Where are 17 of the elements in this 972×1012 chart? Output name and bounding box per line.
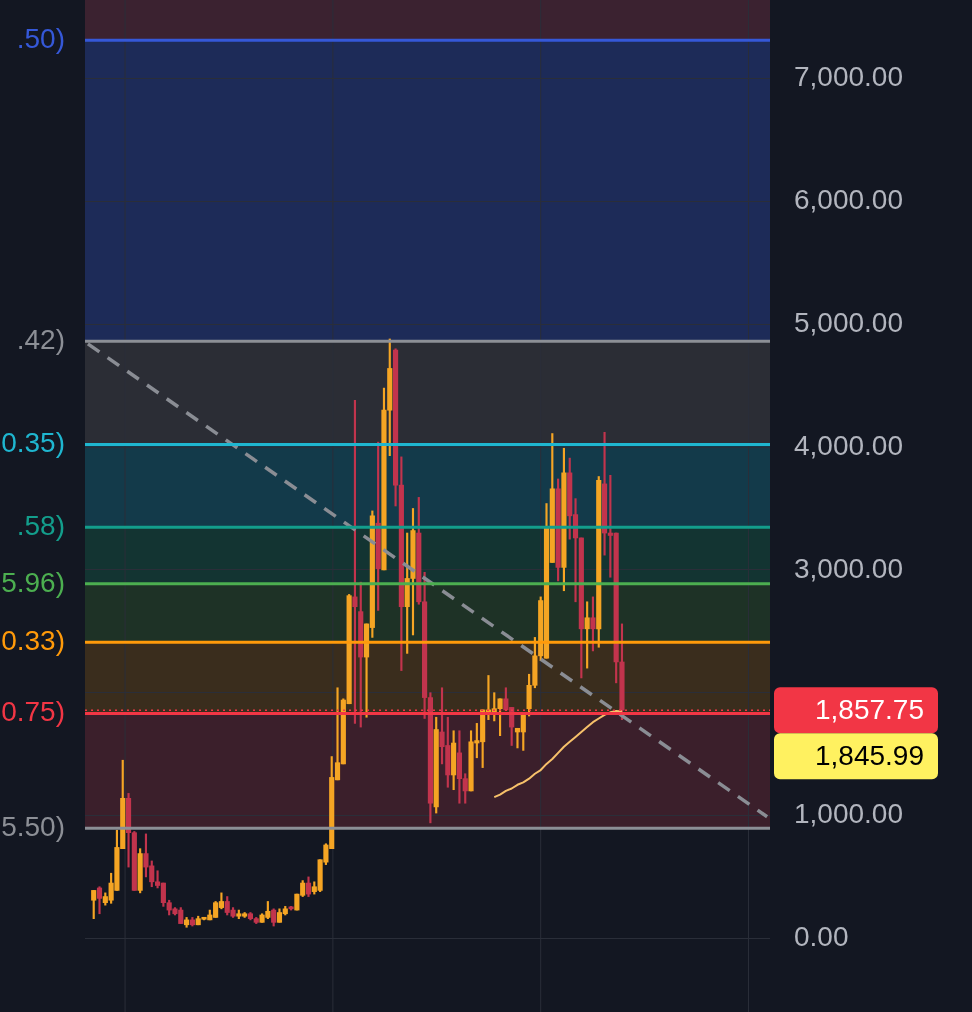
text: 0.75)	[1, 696, 65, 728]
y-tick-label: 5,000.00	[794, 306, 903, 338]
y-tick-label: 0.00	[794, 921, 849, 953]
y-tick-label: 7,000.00	[794, 61, 903, 93]
y-tick-label: 3,000.00	[794, 552, 903, 584]
y-tick-label: 6,000.00	[794, 184, 903, 216]
text: 5.50)	[1, 811, 65, 843]
y-tick-label: 1,000.00	[794, 798, 903, 830]
ref-line-label: 1,857.75	[815, 693, 924, 725]
text: 0.33)	[1, 625, 65, 656]
text: 1,845.99	[815, 739, 924, 771]
text: .50)	[16, 22, 65, 54]
y-tick-label: 4,000.00	[794, 429, 903, 461]
text: 0.35)	[1, 427, 65, 459]
text: .58)	[16, 509, 65, 541]
text: .42)	[16, 323, 65, 355]
text: 5.96)	[1, 566, 65, 598]
